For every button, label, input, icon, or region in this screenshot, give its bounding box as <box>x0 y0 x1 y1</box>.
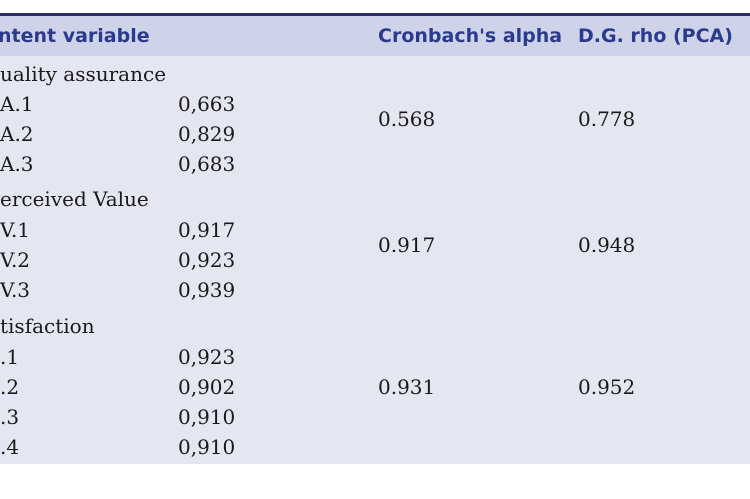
group-name: erceived Value <box>0 187 149 211</box>
item-label: .3 <box>0 405 20 429</box>
item-label: .1 <box>0 345 20 369</box>
item-loading: 0,829 <box>178 122 236 146</box>
item-loading: 0,923 <box>178 345 236 369</box>
item-loading: 0,663 <box>178 92 236 116</box>
item-loading: 0,917 <box>178 218 236 242</box>
header-dg-rho: D.G. rho (PCA) <box>578 25 733 47</box>
item-loading: 0,910 <box>178 405 236 429</box>
item-label: V.3 <box>0 278 31 302</box>
table-body: uality assurance A.1 0,663 A.2 0,829 A.3… <box>0 56 750 464</box>
item-label: A.1 <box>0 92 34 116</box>
cronbach-alpha-value: 0.568 <box>378 107 436 131</box>
dg-rho-value: 0.948 <box>578 233 636 257</box>
item-label: A.2 <box>0 122 34 146</box>
header-latent-variable: ntent variable <box>0 25 150 47</box>
table-header: ntent variable Cronbach's alpha D.G. rho… <box>0 16 750 56</box>
item-label: A.3 <box>0 152 34 176</box>
item-loading: 0,910 <box>178 435 236 459</box>
item-loading: 0,923 <box>178 248 236 272</box>
item-label: V.2 <box>0 248 31 272</box>
item-label: .2 <box>0 375 20 399</box>
top-rule <box>0 13 750 16</box>
group-name: uality assurance <box>0 62 167 86</box>
item-label: .4 <box>0 435 20 459</box>
item-loading: 0,902 <box>178 375 236 399</box>
item-label: V.1 <box>0 218 31 242</box>
cronbach-alpha-value: 0.917 <box>378 233 436 257</box>
item-loading: 0,683 <box>178 152 236 176</box>
item-loading: 0,939 <box>178 278 236 302</box>
header-cronbach-alpha: Cronbach's alpha <box>378 25 563 47</box>
group-name: tisfaction <box>0 314 95 338</box>
dg-rho-value: 0.952 <box>578 375 636 399</box>
dg-rho-value: 0.778 <box>578 107 636 131</box>
cronbach-alpha-value: 0.931 <box>378 375 436 399</box>
